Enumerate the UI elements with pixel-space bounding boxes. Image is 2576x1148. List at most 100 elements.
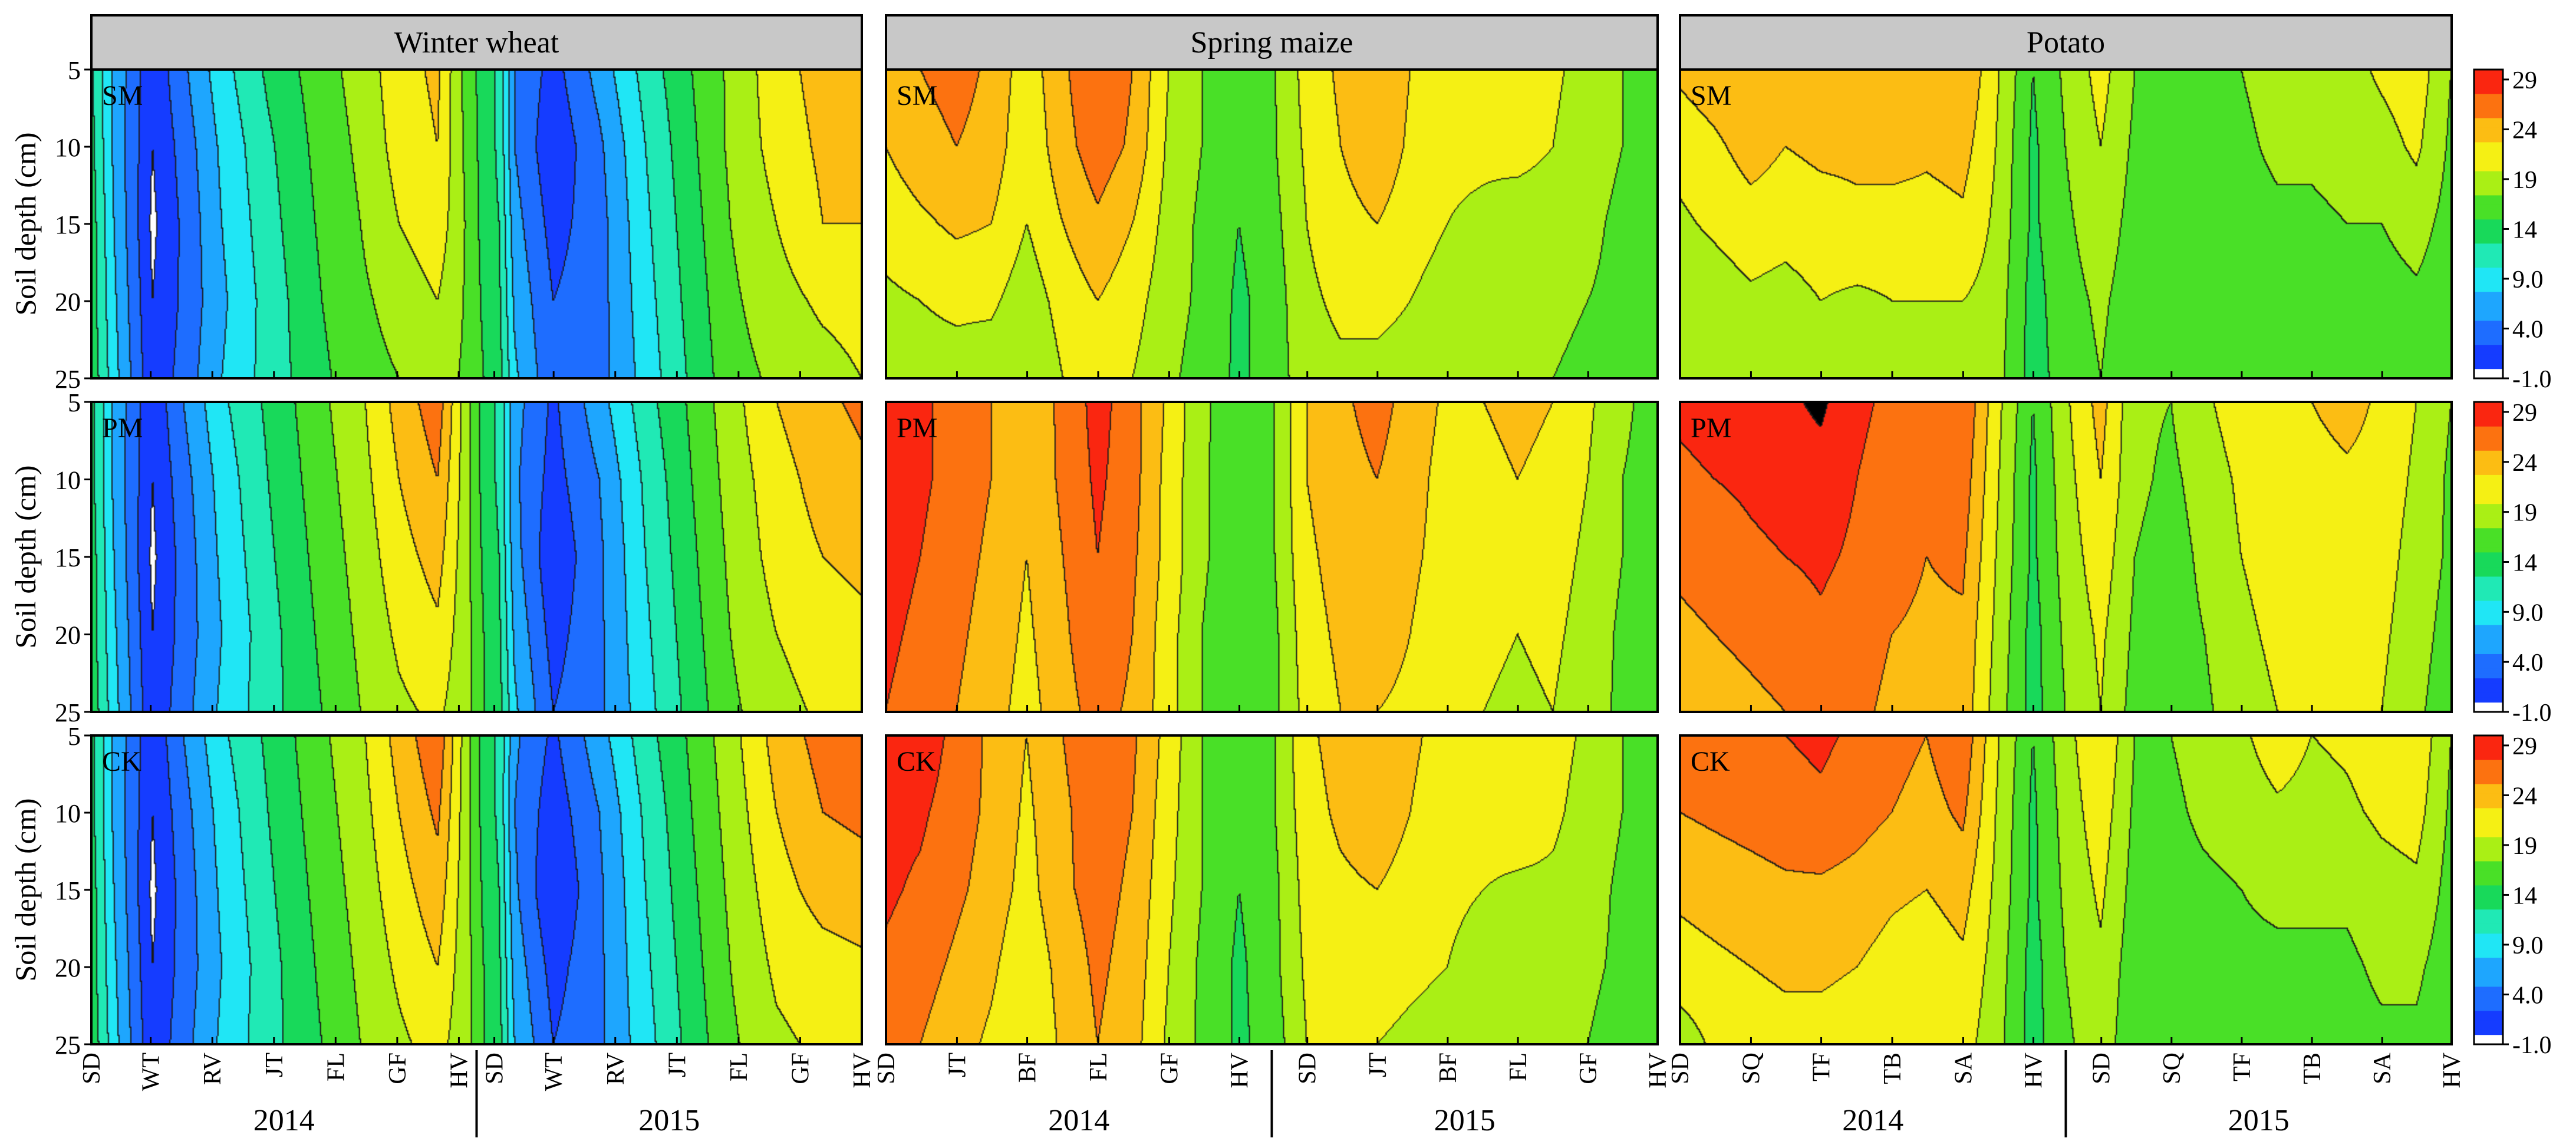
colorbar-segment [2474,774,2503,780]
colorbar-segment [2474,262,2503,268]
crop-panels: Winter wheat SM 5 10 15 20 25 PM 5 10 15 20 25 CK 5 10 1… [55,14,2453,1060]
colorbar-segment [2474,798,2503,804]
y-tick-label: 10 [55,133,81,162]
colorbar-segment [2474,557,2503,562]
colorbar-segment [2474,957,2503,963]
colorbar-tick-label: 9.0 [2512,932,2544,959]
colorbar-tick-label: 4.0 [2512,649,2544,677]
contour-fill [91,402,862,712]
colorbar-segment [2474,827,2503,833]
colorbar-segment [2474,214,2503,220]
stage-label: SD [1667,1053,1694,1084]
contour-fill [886,735,1658,1044]
treatment-label: CK [1691,746,1730,777]
colorbar-segment [2474,1030,2503,1035]
colorbar-segment [2474,571,2503,577]
y-tick-label: 5 [68,388,81,417]
contour-fill [1680,402,2452,712]
y-tick-label: 10 [55,799,81,828]
colorbar-segment [2474,325,2503,331]
colorbar-tick-label: 14 [2512,216,2537,243]
colorbar-segment [2474,306,2503,311]
colorbar-segment [2474,464,2503,470]
colorbar-segment [2474,330,2503,335]
stage-label: SQ [2159,1053,2186,1084]
stage-label: SA [2369,1052,2396,1084]
y-tick-label: 20 [55,621,81,650]
y-tick-label: 20 [55,288,81,316]
colorbar-tick-label: 19 [2512,500,2537,527]
colorbar-segment [2474,919,2503,924]
colorbar-tick-label: 9.0 [2512,266,2544,293]
colorbar-segment [2474,349,2503,355]
colorbar-segment [2474,625,2503,630]
colorbar-segment [2474,103,2503,109]
colorbar-tick-label: 19 [2512,833,2537,860]
colorbar-segment [2474,933,2503,939]
colorbar-frame [2473,734,2504,1045]
colorbar-segment [2474,503,2503,509]
colorbar-segment [2474,649,2503,654]
crop-title: Winter wheat [394,26,559,60]
colorbar-segment [2474,368,2503,374]
colorbar-segment [2474,291,2503,297]
colorbar-segment [2474,161,2503,167]
colorbar-segment [2474,895,2503,900]
colorbar-segment [2474,1005,2503,1011]
year-label: 2014 [1048,1104,1109,1137]
colorbar-segment [2474,615,2503,621]
y-tick-label: 25 [55,698,81,727]
colorbar-segment [2474,856,2503,862]
colorbar-segment [2474,272,2503,278]
colorbar-segment [2474,562,2503,568]
colorbar-segment [2474,644,2503,649]
stage-label: FL [1085,1053,1112,1081]
stage-label: WT [138,1053,165,1091]
colorbar-segment [2474,682,2503,688]
colorbar-tick-label: 24 [2512,783,2537,810]
colorbar-segment [2474,426,2503,431]
colorbar-segment [2474,354,2503,359]
contour-fill [91,70,862,378]
colorbar-segment [2474,678,2503,684]
colorbar-segment [2474,74,2503,80]
stage-label: GF [787,1053,814,1084]
colorbar-segment [2474,474,2503,480]
panel-frame [885,401,1659,713]
stage-label: JT [664,1053,691,1077]
colorbar-segment [2474,113,2503,118]
colorbar-segment [2474,591,2503,596]
colorbar-segment [2474,229,2503,234]
colorbar-segment [2474,320,2503,326]
colorbar: 29 24 19 14 9.0 4.0 -1.0 [2473,733,2552,1059]
colorbar-segment [2474,986,2503,992]
colorbar-tick-label: -1.0 [2512,700,2552,727]
colorbar-segment [2474,658,2503,664]
colorbar-segment [2474,123,2503,128]
colorbar: 29 24 19 14 9.0 4.0 -1.0 [2473,67,2552,393]
colorbar-segment [2474,913,2503,919]
stage-label: SA [1950,1052,1977,1084]
colorbar-segment [2474,416,2503,422]
colorbar-segment [2474,619,2503,625]
colorbar-segment [2474,967,2503,972]
colorbar: 29 24 19 14 9.0 4.0 -1.0 [2473,400,2552,727]
colorbar-segment [2474,190,2503,196]
colorbar-segment [2474,277,2503,282]
stage-label: FL [726,1053,753,1081]
colorbar-segment [2474,79,2503,85]
colorbar-frame [2473,401,2504,713]
colorbar-segment [2474,991,2503,997]
contour-fill [1680,70,2452,378]
panel-pm: PM [1679,401,2453,713]
colorbar-segment [2474,267,2503,273]
colorbar-segment [2474,783,2503,789]
colorbar-segment [2474,1039,2503,1045]
stage-label: HV [1227,1053,1254,1088]
colorbar-segment [2474,489,2503,494]
colorbar-tick-label: 4.0 [2512,982,2544,1009]
colorbar-segment [2474,904,2503,910]
colorbar-segment [2474,137,2503,143]
colorbar-tick-label: 29 [2512,67,2537,94]
